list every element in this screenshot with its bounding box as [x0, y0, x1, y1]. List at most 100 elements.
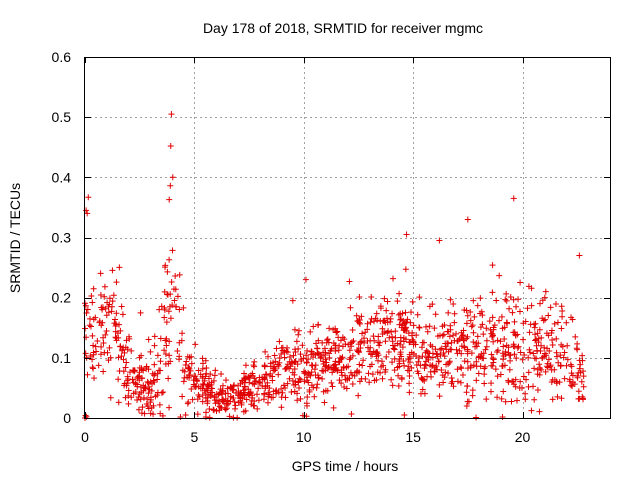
data-point [294, 397, 301, 404]
data-point [368, 351, 375, 358]
data-point [492, 366, 499, 373]
data-point [308, 351, 315, 358]
data-point [218, 371, 225, 378]
data-point [140, 382, 147, 389]
data-point [192, 341, 199, 348]
data-point [154, 389, 161, 396]
data-point [169, 174, 176, 181]
data-point [496, 317, 503, 324]
data-point [426, 323, 433, 330]
data-point [203, 364, 210, 371]
data-point [125, 392, 132, 399]
data-point [145, 380, 152, 387]
data-point [389, 382, 396, 389]
data-point [434, 353, 441, 360]
data-point [270, 359, 277, 366]
data-point [326, 350, 333, 357]
data-point [470, 338, 477, 345]
data-point [379, 375, 386, 382]
data-point [113, 310, 120, 317]
data-point [206, 414, 213, 421]
data-point [317, 355, 324, 362]
data-point [350, 337, 357, 344]
data-point [356, 378, 363, 385]
data-point [469, 322, 476, 329]
data-point [447, 322, 454, 329]
data-point [113, 279, 120, 286]
data-point [500, 356, 507, 363]
data-point [85, 194, 92, 201]
data-point [194, 411, 201, 418]
data-point [498, 395, 505, 402]
data-point [132, 380, 139, 387]
data-point [222, 406, 229, 413]
data-point [89, 356, 96, 363]
data-point [166, 256, 173, 263]
data-point [480, 331, 487, 338]
data-point [489, 355, 496, 362]
data-point [212, 393, 219, 400]
data-point [356, 293, 363, 300]
data-point [525, 354, 532, 361]
data-point [399, 344, 406, 351]
data-point [553, 380, 560, 387]
data-point [86, 315, 93, 322]
data-point [511, 318, 518, 325]
data-point [483, 343, 490, 350]
data-point [377, 305, 384, 312]
data-point [531, 365, 538, 372]
data-point [284, 380, 291, 387]
data-point [419, 353, 426, 360]
data-point [537, 300, 544, 307]
data-point [456, 347, 463, 354]
data-point [101, 283, 108, 290]
data-point [549, 341, 556, 348]
data-point [82, 300, 89, 307]
data-point [172, 273, 179, 280]
data-point [556, 379, 563, 386]
data-point [424, 328, 431, 335]
data-point [559, 313, 566, 320]
data-point [404, 316, 411, 323]
data-point [147, 348, 154, 355]
data-point [396, 290, 403, 297]
data-point [166, 404, 173, 411]
data-point [210, 406, 217, 413]
data-point [304, 393, 311, 400]
data-point [421, 361, 428, 368]
data-point [402, 336, 409, 343]
data-point [92, 314, 99, 321]
data-point [459, 333, 466, 340]
data-point [241, 370, 248, 377]
data-point [501, 324, 508, 331]
data-point [159, 412, 166, 419]
data-point [349, 339, 356, 346]
data-point [301, 378, 308, 385]
y-tick-label: 0.4 [52, 169, 72, 185]
data-point [453, 330, 460, 337]
data-point [107, 394, 114, 401]
data-point [333, 329, 340, 336]
data-point [237, 397, 244, 404]
data-point [201, 387, 208, 394]
data-point [394, 340, 401, 347]
data-point [278, 350, 285, 357]
data-point [514, 397, 521, 404]
data-point [154, 376, 161, 383]
data-point [344, 376, 351, 383]
data-point [199, 380, 206, 387]
data-point [119, 347, 126, 354]
data-point [568, 370, 575, 377]
data-point [440, 379, 447, 386]
data-point [464, 333, 471, 340]
data-point [402, 266, 409, 273]
data-point [241, 389, 248, 396]
data-point [478, 351, 485, 358]
data-point [508, 398, 515, 405]
data-point [471, 313, 478, 320]
data-point [123, 337, 130, 344]
data-point [525, 369, 532, 376]
data-point [510, 343, 517, 350]
data-point [358, 375, 365, 382]
data-point [143, 363, 150, 370]
